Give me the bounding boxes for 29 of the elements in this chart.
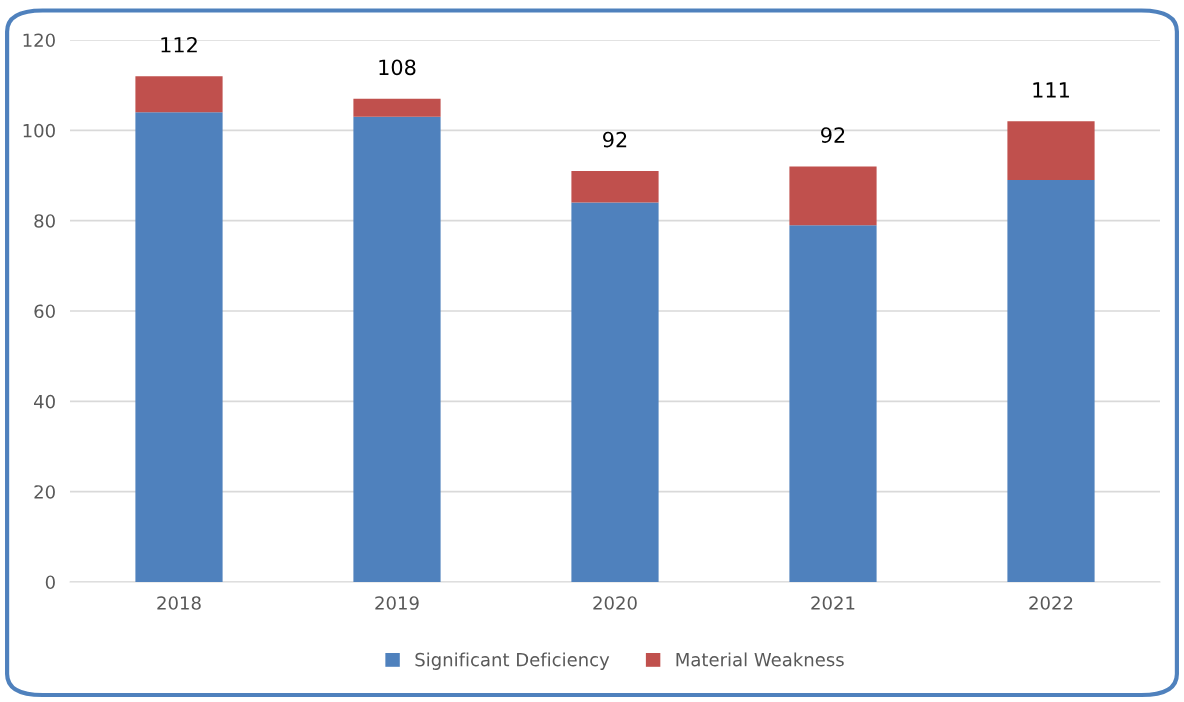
annotation: 92 xyxy=(821,127,845,143)
bar xyxy=(353,98,441,117)
y-tick-label: 0 xyxy=(45,575,55,590)
bar xyxy=(135,76,223,113)
bar xyxy=(1007,121,1095,181)
legend-label: Significant Deficiency xyxy=(415,652,610,670)
y-tick-label: 100 xyxy=(23,123,55,138)
bar xyxy=(789,166,877,226)
x-tick-label: 2018 xyxy=(157,596,201,610)
bar xyxy=(1007,180,1095,582)
annotation: 111 xyxy=(1033,82,1069,98)
bar xyxy=(135,112,223,582)
y-tick-label: 120 xyxy=(23,33,55,48)
bar xyxy=(789,225,877,582)
y-tick-label: 80 xyxy=(34,214,55,228)
bar xyxy=(353,116,441,582)
annotation: 108 xyxy=(379,59,416,76)
annotation: 92 xyxy=(603,131,627,148)
y-tick-label: 60 xyxy=(34,304,55,319)
y-tick-label: 40 xyxy=(34,394,55,409)
y-tick-label: 20 xyxy=(34,485,55,499)
legend-label: Material Weakness xyxy=(676,652,844,667)
x-tick-label: 2020 xyxy=(593,596,637,610)
annotation: 112 xyxy=(161,36,197,53)
bar xyxy=(571,202,659,582)
x-tick-label: 2019 xyxy=(375,596,419,610)
bar xyxy=(571,170,659,203)
x-tick-label: 2022 xyxy=(1029,596,1073,610)
x-tick-label: 2021 xyxy=(811,596,855,610)
